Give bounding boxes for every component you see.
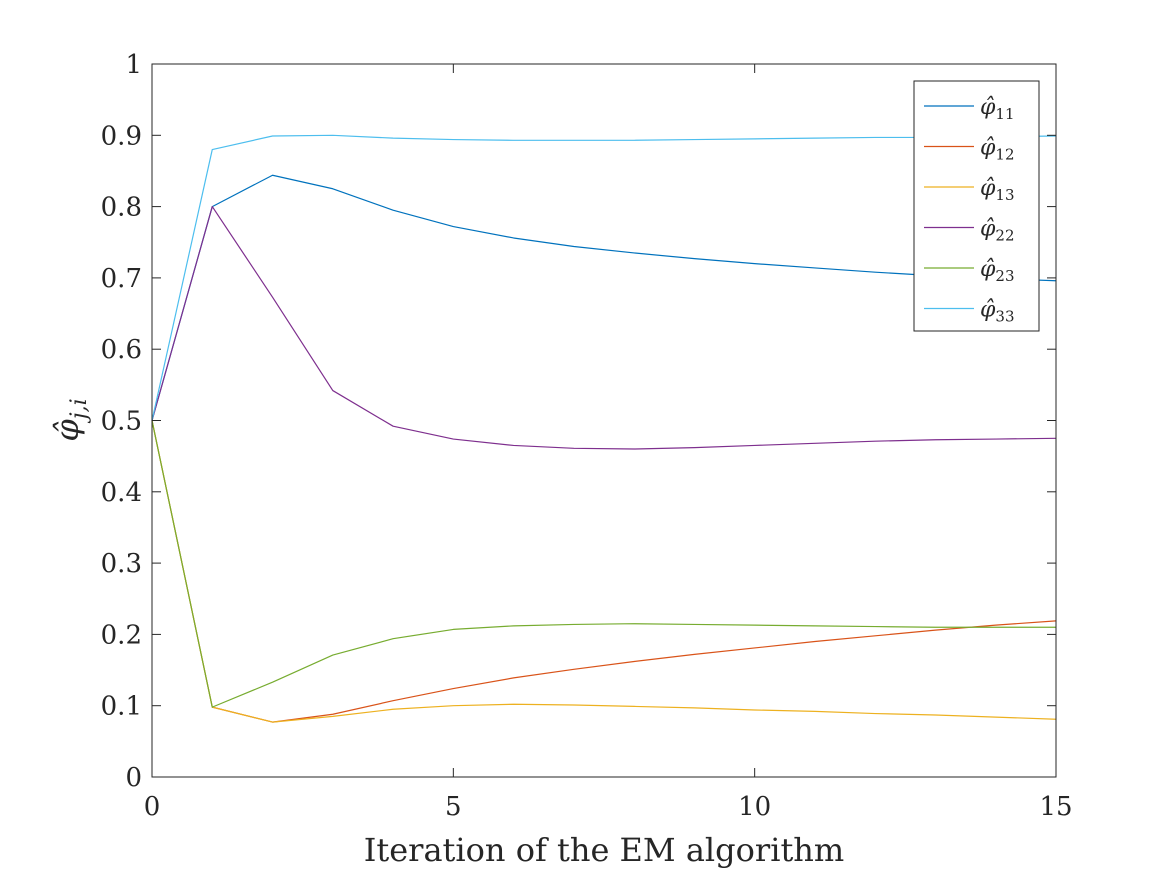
y-tick-label: 0.2 bbox=[101, 620, 142, 650]
series-line-33 bbox=[151, 134, 1057, 421]
plot-area bbox=[152, 64, 1056, 777]
series-line-23 bbox=[151, 420, 1056, 708]
x-axis-title: Iteration of the EM algorithm bbox=[364, 831, 845, 869]
legend-label-22: φ̂22 bbox=[980, 217, 1015, 245]
y-tick-label: 0.1 bbox=[101, 692, 142, 722]
y-axis-title: φ̂j,i bbox=[48, 398, 92, 441]
y-tick-label: 0 bbox=[125, 763, 142, 793]
series-line-11 bbox=[151, 174, 1057, 421]
legend-label-23: φ̂23 bbox=[980, 257, 1015, 285]
legend-label-11: φ̂11 bbox=[980, 95, 1015, 123]
svg-text:φ̂j,i: φ̂j,i bbox=[48, 398, 92, 441]
legend-label-33: φ̂33 bbox=[980, 298, 1015, 326]
x-tick-label: 0 bbox=[144, 792, 161, 822]
series-line-13 bbox=[151, 420, 1057, 723]
y-tick-label: 0.8 bbox=[101, 193, 142, 223]
ticks-layer: 0 5 10 15 0 0.1 0.2 0.3 0.4 0.5 0.6 0.7 0.8 0.9 1 bbox=[101, 50, 1073, 822]
x-tick-label: 15 bbox=[1039, 792, 1072, 822]
x-tick-label: 5 bbox=[445, 792, 462, 822]
y-tick-label: 0.7 bbox=[101, 264, 142, 294]
y-tick-label: 1 bbox=[125, 50, 142, 80]
series-line-12 bbox=[151, 420, 1057, 723]
y-tick-label: 0.3 bbox=[101, 549, 142, 579]
series-line-22 bbox=[151, 206, 1057, 450]
legend-box bbox=[913, 80, 1040, 332]
legend-label-12: φ̂12 bbox=[980, 136, 1015, 164]
legend-label-13: φ̂13 bbox=[980, 176, 1015, 204]
y-tick-label: 0.9 bbox=[101, 121, 142, 151]
y-axis-title-subscript: j,i bbox=[67, 398, 92, 424]
y-tick-label: 0.6 bbox=[101, 335, 142, 365]
series-layer bbox=[151, 134, 1057, 723]
y-tick-label: 0.5 bbox=[101, 407, 142, 437]
legend: φ̂11 φ̂12 φ̂13 φ̂22 φ̂23 φ̂33 bbox=[913, 80, 1040, 332]
y-tick-label: 0.4 bbox=[101, 478, 142, 508]
y-axis-title-symbol: φ̂ bbox=[48, 419, 86, 442]
x-tick-label: 10 bbox=[738, 792, 771, 822]
